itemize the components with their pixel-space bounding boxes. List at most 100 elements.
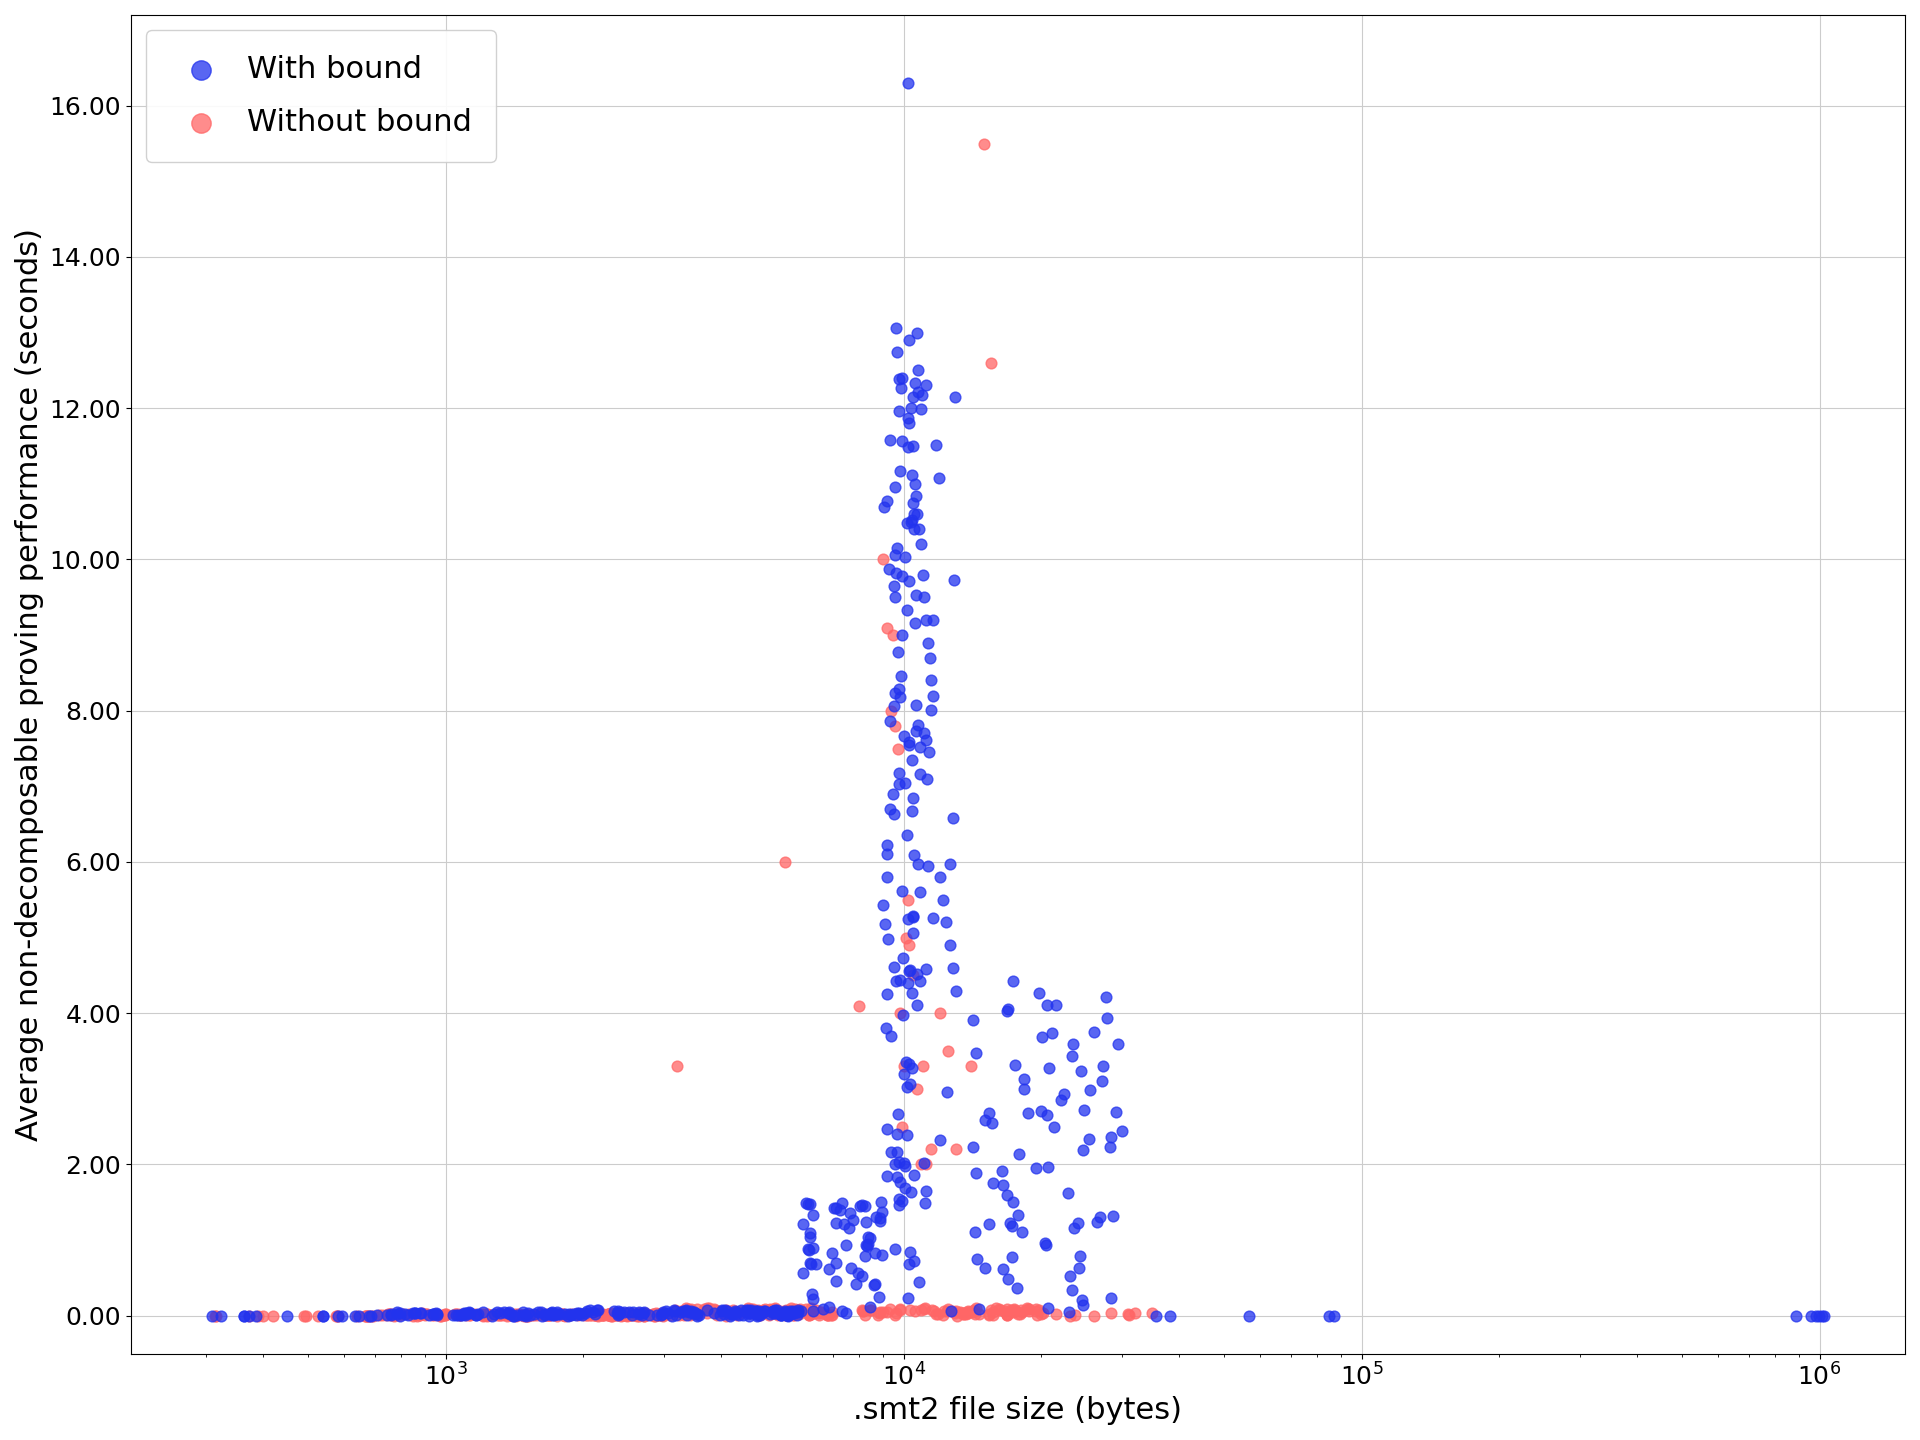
With bound [893, 569, 924, 592]
With bound [1087, 1070, 1117, 1093]
Without bound [639, 1303, 670, 1326]
Without bound [1002, 1303, 1033, 1326]
Without bound [397, 1305, 428, 1328]
With bound [355, 1305, 386, 1328]
Without bound [703, 1299, 733, 1322]
With bound [902, 994, 933, 1017]
Without bound [751, 1297, 781, 1320]
Without bound [524, 1303, 555, 1326]
With bound [993, 1267, 1023, 1290]
With bound [833, 1217, 864, 1240]
With bound [603, 1299, 634, 1322]
With bound [895, 1073, 925, 1096]
With bound [716, 1302, 747, 1325]
Without bound [639, 1305, 670, 1328]
Without bound [712, 1303, 743, 1326]
With bound [271, 1305, 301, 1328]
With bound [390, 1302, 420, 1325]
With bound [712, 1299, 743, 1322]
Without bound [996, 1299, 1027, 1322]
With bound [795, 1253, 826, 1276]
Without bound [701, 1302, 732, 1325]
Without bound [444, 1302, 474, 1325]
With bound [995, 1211, 1025, 1234]
With bound [1801, 1305, 1832, 1328]
Without bound [367, 1303, 397, 1326]
With bound [449, 1302, 480, 1325]
With bound [889, 546, 920, 569]
Without bound [372, 1302, 403, 1325]
With bound [872, 834, 902, 857]
Without bound [549, 1305, 580, 1328]
With bound [899, 904, 929, 927]
With bound [668, 1299, 699, 1322]
With bound [883, 399, 914, 422]
With bound [745, 1303, 776, 1326]
Without bound [703, 1300, 733, 1323]
Without bound [624, 1302, 655, 1325]
Without bound [856, 1299, 887, 1322]
Without bound [975, 351, 1006, 374]
With bound [616, 1303, 647, 1326]
With bound [722, 1302, 753, 1325]
Without bound [793, 1303, 824, 1326]
With bound [1106, 1120, 1137, 1143]
With bound [499, 1305, 530, 1328]
With bound [1002, 1276, 1033, 1299]
With bound [822, 1197, 852, 1220]
Without bound [461, 1303, 492, 1326]
Without bound [637, 1303, 668, 1326]
Without bound [758, 1297, 789, 1320]
Without bound [528, 1303, 559, 1326]
With bound [756, 1302, 787, 1325]
With bound [899, 372, 929, 395]
With bound [361, 1303, 392, 1326]
With bound [676, 1300, 707, 1323]
Without bound [599, 1303, 630, 1326]
Without bound [881, 737, 912, 760]
With bound [553, 1305, 584, 1328]
Without bound [588, 1303, 618, 1326]
Without bound [488, 1303, 518, 1326]
With bound [1079, 1020, 1110, 1043]
With bound [925, 1128, 956, 1151]
Without bound [482, 1303, 513, 1326]
With bound [578, 1300, 609, 1323]
With bound [772, 1303, 803, 1326]
With bound [1054, 1300, 1085, 1323]
Without bound [655, 1303, 685, 1326]
With bound [904, 969, 935, 992]
Without bound [495, 1303, 526, 1326]
Without bound [620, 1303, 651, 1326]
Without bound [353, 1305, 384, 1328]
With bound [1098, 1204, 1129, 1227]
With bound [895, 1181, 925, 1204]
Without bound [374, 1303, 405, 1326]
Without bound [778, 1303, 808, 1326]
Without bound [910, 1297, 941, 1320]
With bound [877, 782, 908, 805]
With bound [912, 631, 943, 654]
With bound [580, 1302, 611, 1325]
With bound [889, 1155, 920, 1178]
Without bound [874, 1297, 904, 1320]
Without bound [540, 1303, 570, 1326]
With bound [814, 1296, 845, 1319]
Without bound [597, 1305, 628, 1328]
With bound [935, 852, 966, 876]
Without bound [956, 1299, 987, 1322]
With bound [1054, 1264, 1085, 1287]
With bound [1041, 994, 1071, 1017]
With bound [881, 536, 912, 559]
With bound [860, 1241, 891, 1264]
With bound [814, 1257, 845, 1280]
With bound [889, 1151, 920, 1174]
With bound [799, 1237, 829, 1260]
Without bound [595, 1305, 626, 1328]
With bound [684, 1303, 714, 1326]
With bound [900, 583, 931, 606]
Without bound [534, 1303, 564, 1326]
Without bound [672, 1302, 703, 1325]
Without bound [630, 1302, 660, 1325]
Without bound [739, 1300, 770, 1323]
